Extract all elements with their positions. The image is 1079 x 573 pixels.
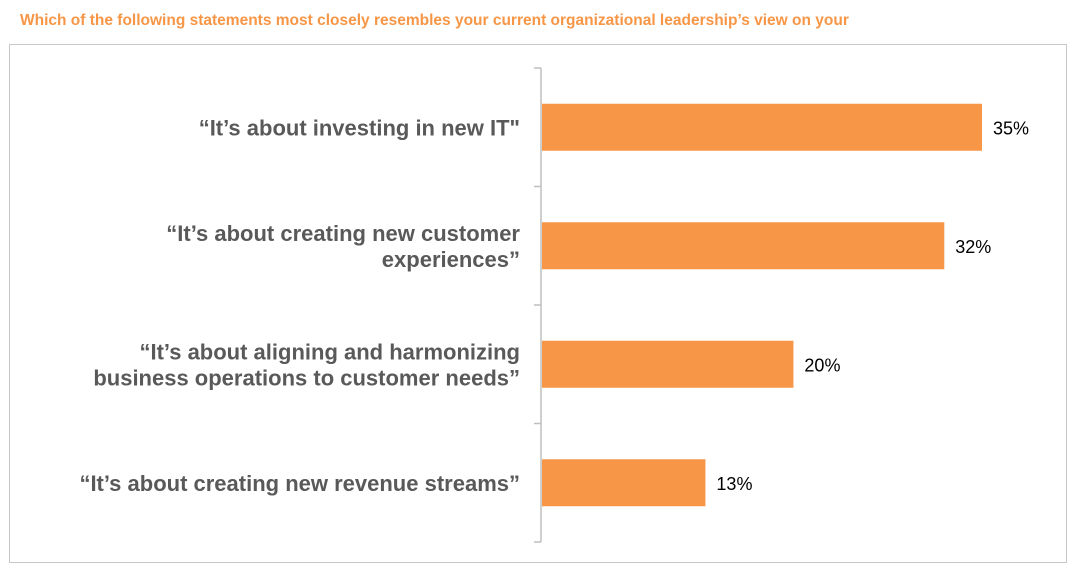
bar <box>542 340 794 388</box>
data-label: 32% <box>955 237 991 257</box>
bar <box>542 103 982 151</box>
data-label: 13% <box>716 474 752 494</box>
bar <box>542 459 706 507</box>
category-label: “It’s about creating new revenue streams… <box>79 471 520 496</box>
data-label: 35% <box>993 118 1029 138</box>
data-label: 20% <box>804 355 840 375</box>
chart-title: Which of the following statements most c… <box>20 12 849 29</box>
bar <box>542 222 945 270</box>
chart-frame <box>9 44 1067 563</box>
category-label: experiences” <box>382 247 520 272</box>
category-label: “It’s about creating new customer <box>166 221 520 246</box>
category-label: “It’s about aligning and harmonizing <box>139 339 520 364</box>
category-label: business operations to customer needs” <box>93 365 520 390</box>
category-label: “It’s about investing in new IT" <box>199 115 520 140</box>
